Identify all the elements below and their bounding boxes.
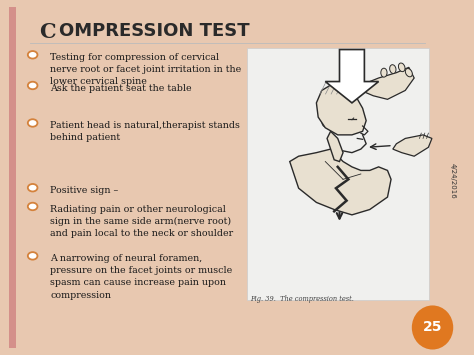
Circle shape — [28, 51, 37, 59]
Text: Ask the patient seat the table: Ask the patient seat the table — [50, 84, 192, 93]
Text: 4/24/2016: 4/24/2016 — [449, 163, 456, 199]
Circle shape — [28, 119, 37, 127]
Ellipse shape — [322, 114, 329, 127]
FancyBboxPatch shape — [9, 7, 17, 348]
Polygon shape — [325, 50, 379, 103]
Text: Fig. 39.  The compression test.: Fig. 39. The compression test. — [250, 295, 354, 303]
Text: Radiating pain or other neurological
sign in the same side arm(nerve root)
and p: Radiating pain or other neurological sig… — [50, 205, 233, 238]
Ellipse shape — [405, 69, 412, 77]
Circle shape — [28, 252, 37, 260]
Polygon shape — [348, 67, 414, 99]
Circle shape — [28, 203, 37, 210]
Polygon shape — [290, 149, 391, 215]
Text: C: C — [39, 22, 56, 43]
Circle shape — [28, 82, 37, 89]
Polygon shape — [393, 135, 432, 156]
Circle shape — [28, 184, 37, 191]
Polygon shape — [317, 83, 366, 135]
Text: 25: 25 — [423, 321, 442, 334]
Text: Testing for compression of cervical
nerve root or facet joint irritation in the
: Testing for compression of cervical nerv… — [50, 53, 241, 86]
Text: Positive sign –: Positive sign – — [50, 186, 119, 195]
Ellipse shape — [390, 65, 396, 73]
Ellipse shape — [381, 68, 387, 77]
Ellipse shape — [399, 63, 405, 72]
Polygon shape — [327, 131, 343, 162]
Text: OMPRESSION TEST: OMPRESSION TEST — [59, 22, 250, 40]
Text: Patient head is natural,therapist stands
behind patient: Patient head is natural,therapist stands… — [50, 121, 240, 142]
Text: A narrowing of neural foramen,
pressure on the facet joints or muscle
spasm can : A narrowing of neural foramen, pressure … — [50, 254, 232, 300]
Circle shape — [412, 305, 453, 350]
FancyBboxPatch shape — [247, 48, 429, 300]
